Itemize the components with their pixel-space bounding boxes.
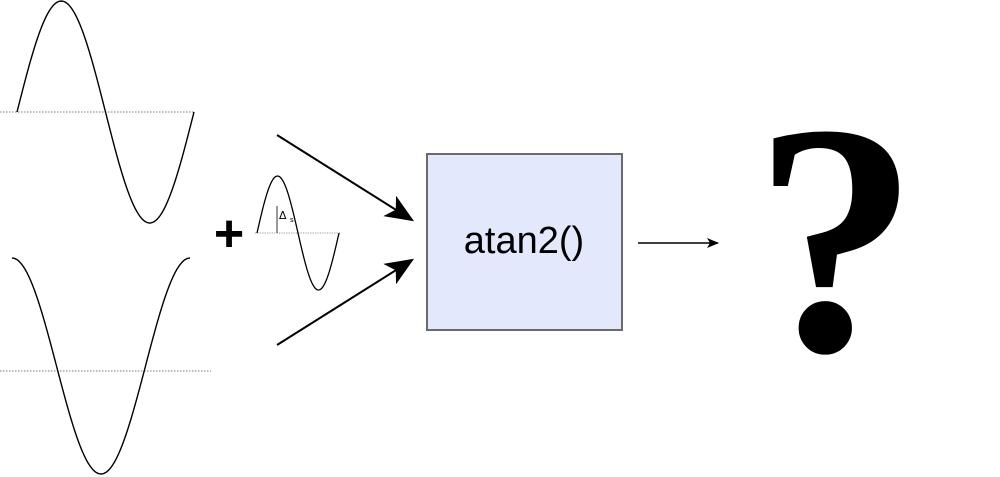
phase-shift-label: Δ s: [279, 209, 294, 224]
input-arrow-bottom: [276, 258, 415, 346]
question-mark: ?: [754, 57, 919, 422]
atan2-box: [426, 153, 623, 331]
sine-wave: [16, 0, 195, 224]
plus-operator: +: [214, 205, 244, 263]
input-arrow-top: [276, 134, 415, 222]
atan2-label: atan2(): [464, 220, 584, 262]
cosine-wave: [11, 257, 191, 475]
phase-shifted-wave: [256, 175, 340, 291]
